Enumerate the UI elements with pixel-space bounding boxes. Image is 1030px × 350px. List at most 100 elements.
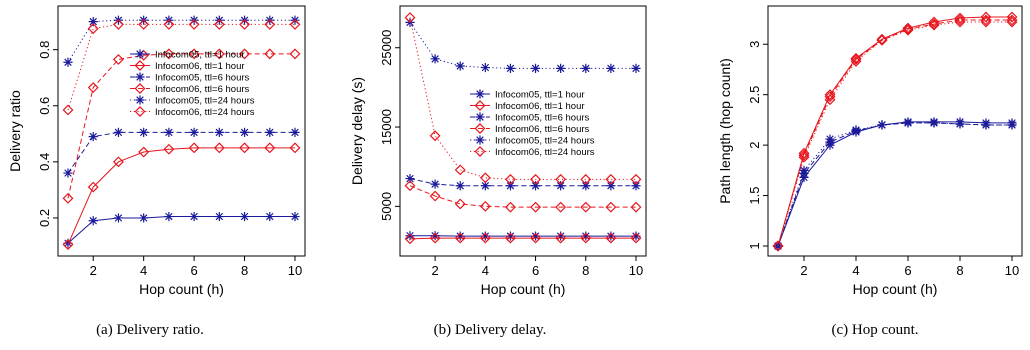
data-point: [62, 192, 74, 204]
legend-marker: [474, 123, 486, 134]
x-axis-label: Hop count (h): [481, 281, 566, 297]
data-point: [928, 16, 940, 28]
data-point: [239, 18, 251, 30]
data-point: [213, 18, 225, 30]
data-point: [264, 48, 276, 60]
data-point: [876, 34, 888, 46]
x-tick-label: 6: [532, 263, 539, 278]
series-line: [409, 178, 636, 187]
data-point: [1006, 14, 1018, 26]
data-point: [454, 164, 466, 176]
series-line: [777, 16, 1012, 247]
data-point: [138, 146, 150, 158]
series-5: [405, 17, 641, 73]
x-tick-label: 6: [904, 263, 911, 278]
x-axis-label: Hop count (h): [139, 281, 224, 297]
series-line: [409, 185, 636, 208]
legend-entry: Infocom06, ttl=24 hours: [155, 107, 255, 118]
data-point: [580, 173, 592, 185]
data-point: [239, 142, 251, 154]
series-6: [772, 16, 1018, 252]
y-tick-label: 0.6: [37, 97, 52, 115]
data-point: [480, 231, 490, 241]
x-tick-label: 8: [241, 263, 248, 278]
legend-marker: [134, 83, 146, 94]
data-point: [581, 63, 591, 73]
data-point: [581, 181, 591, 191]
y-tick-label: 0.4: [37, 153, 52, 171]
y-tick-label: 3: [747, 41, 762, 48]
data-point: [479, 232, 491, 244]
series-3: [405, 173, 641, 191]
data-point: [530, 173, 542, 185]
x-tick-label: 2: [90, 263, 97, 278]
data-point: [1006, 11, 1018, 23]
data-point: [430, 54, 440, 64]
x-tick-label: 2: [431, 263, 438, 278]
data-point: [88, 132, 98, 142]
x-tick-label: 2: [800, 263, 807, 278]
data-point: [928, 18, 940, 30]
data-point: [290, 127, 300, 138]
data-point: [877, 120, 887, 130]
legend-marker: [474, 100, 486, 111]
data-point: [954, 16, 966, 28]
series-line: [67, 53, 295, 199]
data-point: [606, 181, 616, 191]
legend-marker: [475, 89, 485, 99]
data-point: [556, 181, 566, 191]
data-point: [479, 200, 491, 212]
data-point: [851, 125, 861, 135]
y-axis-label: Path length (hop count): [717, 58, 733, 204]
data-point: [902, 22, 914, 34]
y-tick-label: 15000: [379, 109, 394, 145]
data-point: [289, 142, 301, 154]
legend-entry: Infocom05, ttl=6 hours: [155, 73, 250, 84]
data-point: [505, 231, 516, 241]
data-point: [455, 231, 465, 241]
legend-entry: Infocom05, ttl=24 hours: [495, 136, 595, 147]
data-point: [530, 201, 542, 213]
data-point: [164, 211, 174, 222]
data-point: [290, 211, 300, 222]
x-tick-label: 10: [629, 263, 643, 278]
data-point: [112, 18, 124, 30]
data-point: [530, 232, 542, 244]
x-tick-label: 10: [288, 263, 302, 278]
legend-entry: Infocom05, ttl=1 hour: [155, 50, 245, 61]
data-point: [113, 127, 124, 138]
data-point: [265, 127, 275, 138]
data-point: [954, 14, 966, 26]
data-point: [630, 232, 642, 244]
plot-frame: [57, 5, 306, 257]
legend-entry: Infocom06, ttl=1 hour: [495, 101, 585, 112]
data-point: [580, 201, 592, 213]
data-point: [555, 201, 567, 213]
y-tick-label: 5000: [379, 192, 394, 221]
data-point: [504, 173, 516, 185]
x-tick-label: 6: [190, 263, 197, 278]
data-point: [631, 63, 641, 73]
figure-caption: (b) Delivery delay.: [434, 322, 547, 338]
data-point: [214, 127, 224, 138]
legend-entry: Infocom05, ttl=24 hours: [155, 96, 255, 107]
data-point: [88, 17, 98, 27]
figure-caption: (a) Delivery ratio.: [96, 322, 204, 338]
data-point: [429, 190, 441, 202]
data-point: [799, 165, 809, 175]
series-1: [63, 211, 300, 248]
data-point: [850, 52, 862, 64]
legend-marker: [135, 95, 145, 105]
series-1: [405, 231, 641, 241]
data-point: [455, 181, 465, 191]
data-point: [825, 134, 835, 144]
data-point: [581, 231, 591, 241]
data-point: [480, 62, 490, 73]
data-point: [555, 232, 567, 244]
data-point: [404, 12, 416, 24]
plot-frame: [399, 5, 647, 257]
data-point: [798, 151, 810, 163]
data-point: [505, 181, 516, 191]
x-axis-label: Hop count (h): [853, 281, 938, 297]
